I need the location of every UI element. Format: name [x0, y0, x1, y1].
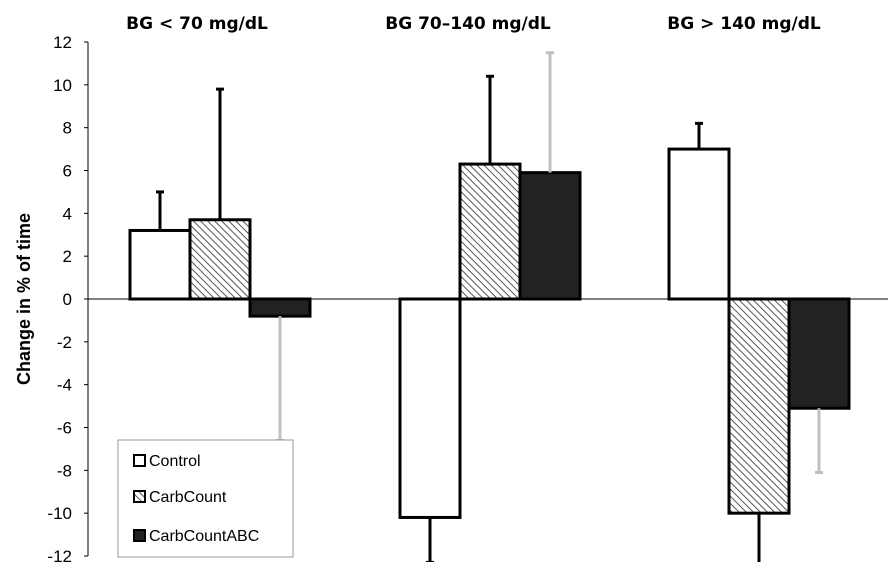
legend-swatch-carbcount	[133, 490, 146, 503]
bar-carbcount-1	[458, 162, 522, 301]
legend-box	[117, 439, 294, 558]
bars	[128, 51, 851, 562]
y-axis-label: Change in % of time	[14, 213, 34, 385]
y-tick-label: 2	[63, 247, 72, 266]
y-tick-label: -4	[57, 376, 72, 395]
bar-carbcount-2	[727, 297, 791, 515]
y-tick-label: 0	[63, 290, 72, 309]
y-tick-label: 8	[63, 119, 72, 138]
y-tick-label: -12	[47, 547, 72, 562]
bar-carbcountabc-1	[518, 171, 582, 301]
legend-label-control: Control	[149, 453, 201, 470]
legend-label-carbcountabc: CarbCountABC	[149, 528, 259, 545]
group-titles: BG < 70 mg/dL BG 70–140 mg/dL BG > 140 mg/…	[126, 14, 821, 34]
bar-carbcountabc-0	[248, 297, 312, 318]
group-title-0: BG < 70 mg/dL	[126, 14, 268, 34]
bar-carbcount-0	[188, 218, 252, 301]
bar-control-2	[667, 147, 731, 301]
bar-carbcountabc-2	[787, 297, 851, 410]
bar-control-1	[398, 297, 462, 519]
y-tick-label: -8	[57, 461, 72, 480]
bar-control-0	[128, 228, 192, 301]
y-tick-label: 6	[63, 162, 72, 181]
y-tick-label: 10	[53, 76, 72, 95]
y-tick-label: -10	[47, 504, 72, 523]
legend-swatch-carbcountabc	[133, 529, 146, 542]
y-tick-label: 4	[63, 204, 72, 223]
legend-label-carbcount: CarbCount	[149, 489, 227, 506]
y-axis-ticks: 12 10 8 6 4 2 0 -2 -4 -6 -8 -10 -12	[47, 33, 88, 562]
legend: Control CarbCount CarbCountABC	[117, 439, 294, 558]
y-tick-label: -6	[57, 419, 72, 438]
y-tick-label: 12	[53, 33, 72, 52]
y-tick-label: -2	[57, 333, 72, 352]
group-title-1: BG 70–140 mg/dL	[385, 14, 551, 34]
group-title-2: BG > 140 mg/dL	[667, 14, 821, 34]
legend-swatch-control	[133, 454, 146, 467]
